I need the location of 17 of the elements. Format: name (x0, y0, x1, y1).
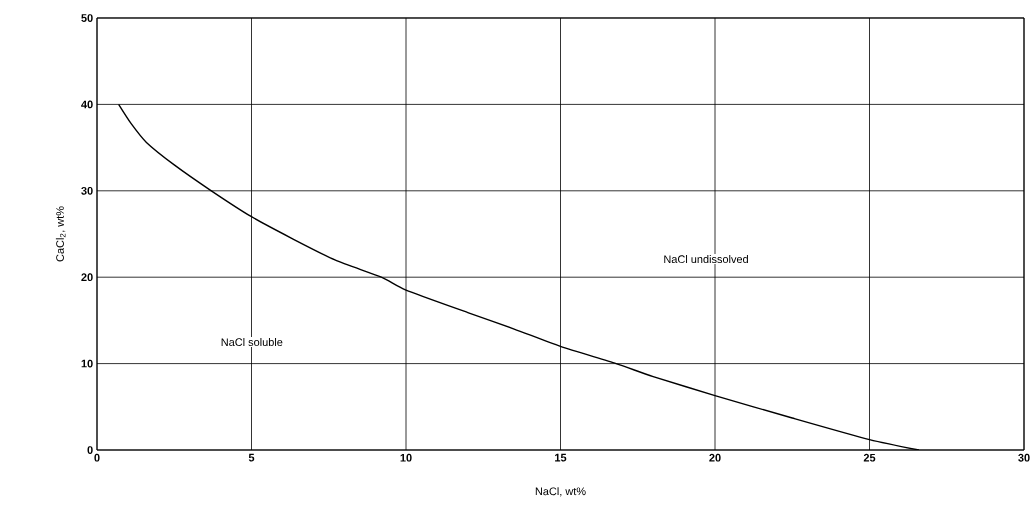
y-axis-title: CaCl$_{2}$, wt% (55, 206, 66, 262)
y-tick-label: 20 (81, 273, 93, 282)
x-tick-label: 0 (94, 453, 100, 462)
y-tick-label: 40 (81, 100, 93, 109)
x-tick-label: 30 (1018, 453, 1030, 462)
x-tick-label: 20 (709, 453, 721, 462)
x-tick-label: 25 (863, 453, 876, 462)
y-tick-label: 50 (81, 14, 93, 22)
y-tick-label: 10 (81, 359, 93, 368)
x-axis-title: NaCl, wt% (535, 487, 586, 497)
y-tick-label: 30 (81, 186, 93, 195)
x-tick-label: 5 (248, 453, 255, 462)
y-tick-label: 0 (87, 446, 93, 454)
x-tick-label: 10 (400, 453, 412, 462)
annotation: NaCl undissolved (664, 255, 748, 264)
x-tick-label: 15 (555, 453, 567, 462)
annotation: NaCl soluble (221, 337, 283, 347)
